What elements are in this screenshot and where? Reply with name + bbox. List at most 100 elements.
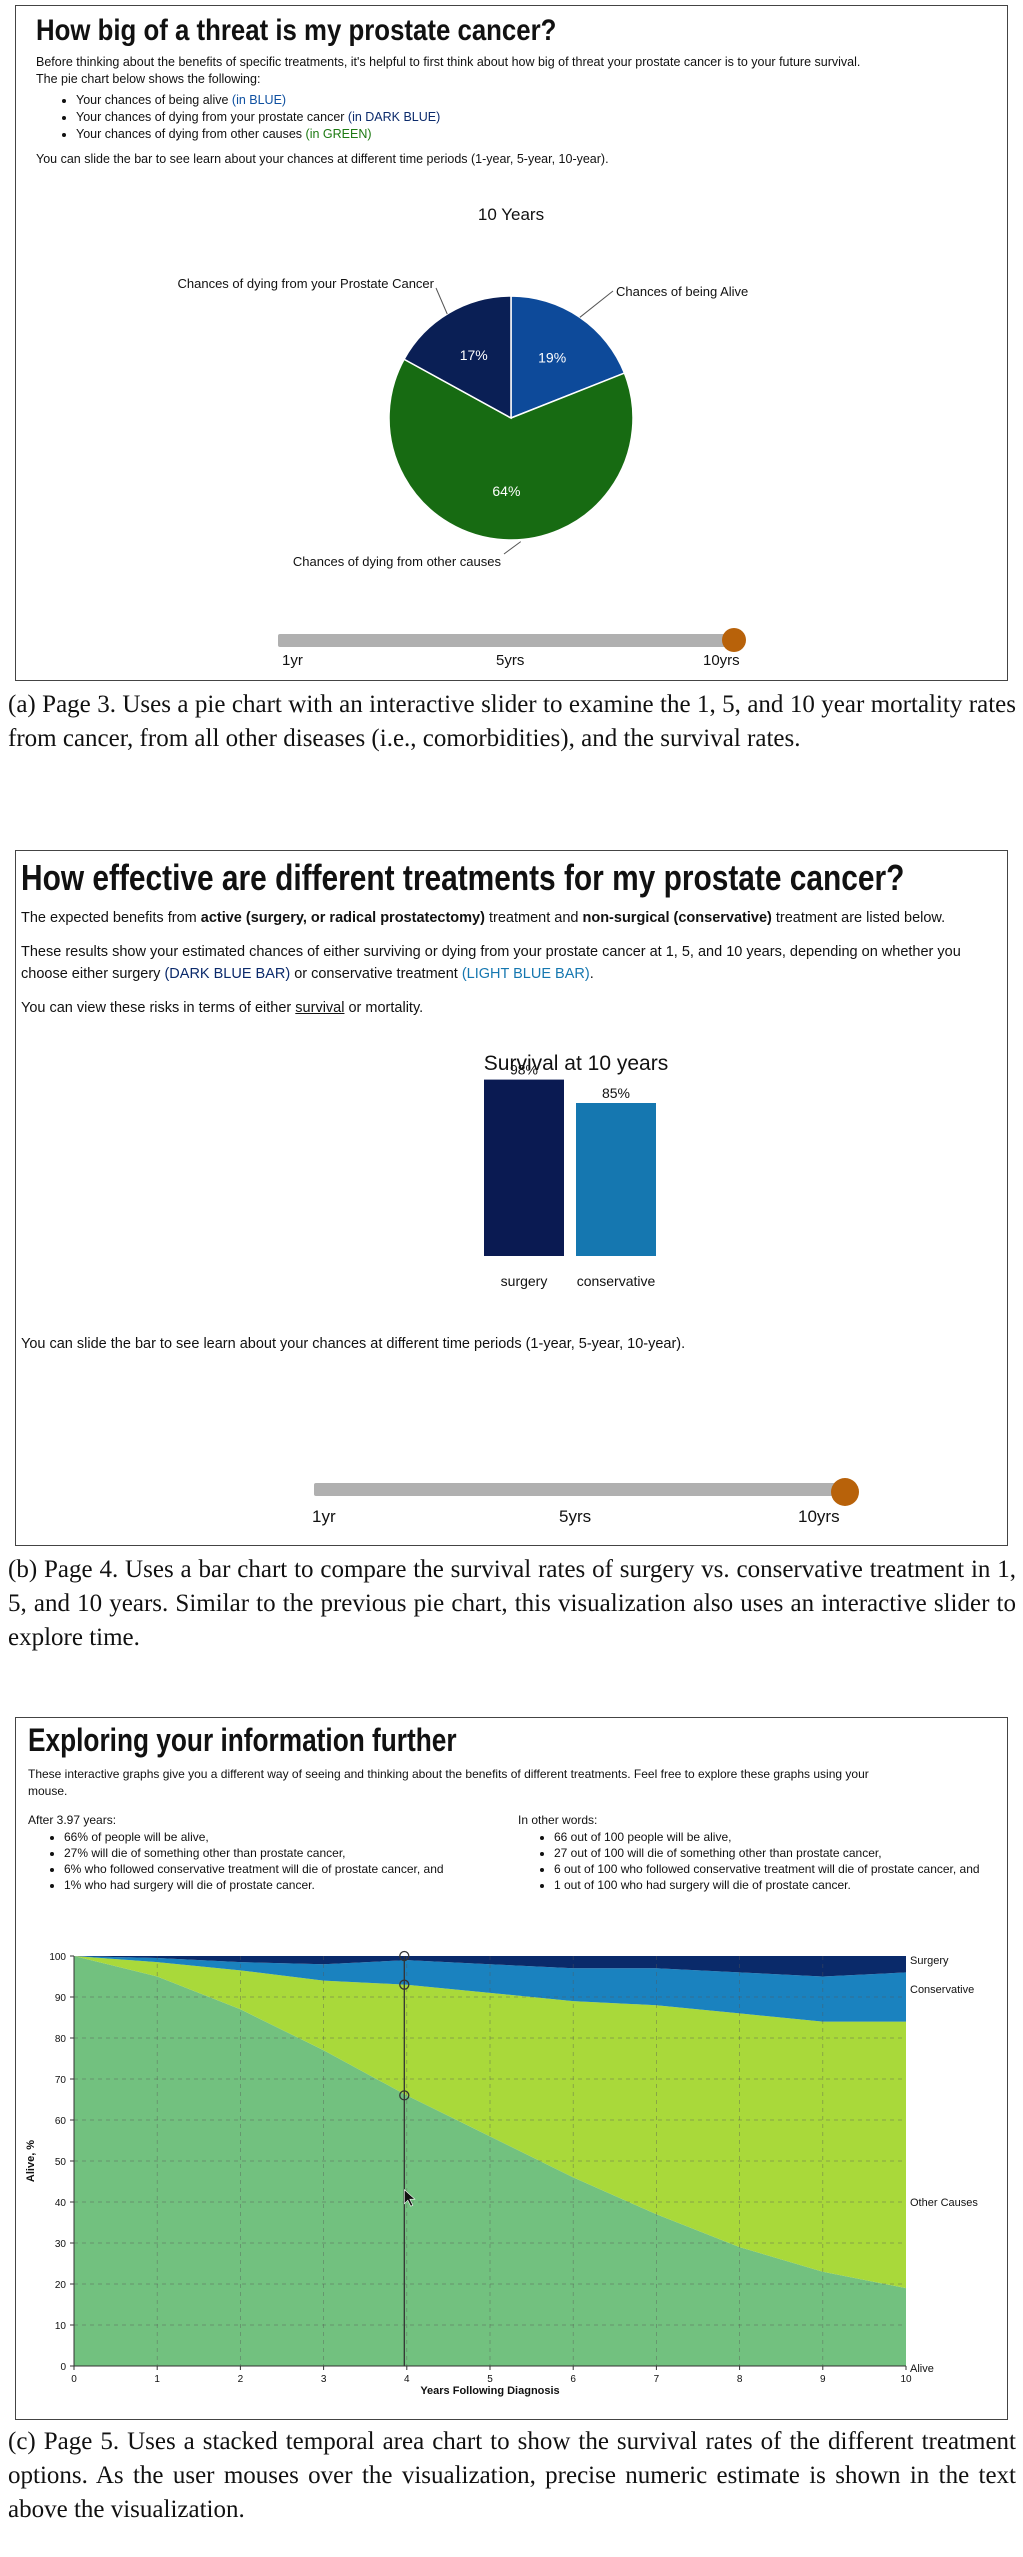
y-tick-label: 60 xyxy=(55,2116,67,2127)
y-tick-label: 50 xyxy=(55,2157,67,2168)
pie-chart: 10 Years 19% 64% 17% Chances of being Alive… xyxy=(177,205,748,569)
x-tick-label: 0 xyxy=(71,2374,77,2385)
page-title-a: How big of a threat is my prostate cance… xyxy=(36,14,557,47)
caption-a: (a) Page 3. Uses a pie chart with an int… xyxy=(8,691,1016,752)
series-label-surgery: Surgery xyxy=(910,1955,949,1967)
pie-slice-prostate-cancer-value: 17% xyxy=(460,347,488,363)
pie-label-alive: Chances of being Alive xyxy=(616,284,748,299)
y-tick-label: 100 xyxy=(49,1952,66,1963)
page-title-b: How effective are different treatments f… xyxy=(21,857,905,898)
hover-summary-left-list: 66% of people will be alive,27% will die… xyxy=(28,1829,518,1893)
legend-item-alive: Your chances of being alive (in BLUE) xyxy=(76,92,996,109)
x-tick-label: 7 xyxy=(654,2374,660,2385)
legend-list-a: Your chances of being alive (in BLUE) Yo… xyxy=(36,92,996,143)
hover-point xyxy=(399,1979,410,1990)
legend-item-cancer: Your chances of dying from your prostate… xyxy=(76,109,996,126)
slider-label-5yrs-a: 5yrs xyxy=(496,652,525,669)
pie-slice-other-causes-value: 64% xyxy=(492,483,520,499)
hover-summary-right: In other words: 66 out of 100 people wil… xyxy=(518,1812,1004,1893)
intro-b-p2: These results show your estimated chance… xyxy=(21,944,961,982)
pie-slice-prostate-cancer xyxy=(403,295,512,420)
y-axis-label: Alive, % xyxy=(25,2140,37,2182)
pie-slice-other-causes xyxy=(388,358,634,541)
page-title-c: Exploring your information further xyxy=(28,1722,457,1758)
intro-b: The expected benefits from active (surge… xyxy=(21,907,1001,1019)
x-axis-label: Years Following Diagnosis xyxy=(420,2385,559,2397)
x-tick-label: 4 xyxy=(404,2374,410,2385)
hover-right-item: 6 out of 100 who followed conservative t… xyxy=(554,1861,1004,1877)
hover-summary-right-list: 66 out of 100 people will be alive,27 ou… xyxy=(518,1829,1004,1893)
bar-conservative xyxy=(576,1103,656,1256)
series-label-alive: Alive xyxy=(910,2363,934,2375)
caption-c: (c) Page 5. Uses a stacked temporal area… xyxy=(8,2428,1016,2523)
hover-point xyxy=(399,1950,410,1962)
panel-a-screenshot: How big of a threat is my prostate cance… xyxy=(15,5,1008,681)
x-tick-label: 2 xyxy=(238,2374,244,2385)
slider-label-1yr-a: 1yr xyxy=(282,652,303,669)
series-label-other-causes: Other Causes xyxy=(910,2197,978,2209)
hover-right-item: 1 out of 100 who had surgery will die of… xyxy=(554,1877,1004,1893)
y-tick-label: 90 xyxy=(55,1993,67,2004)
time-slider-thumb-a[interactable] xyxy=(722,628,746,652)
slide-instruction-b: You can slide the bar to see learn about… xyxy=(21,1336,686,1352)
hover-left-item: 27% will die of something other than pro… xyxy=(64,1845,518,1861)
pie-slice-alive-value: 19% xyxy=(538,349,566,365)
time-slider-thumb-b[interactable] xyxy=(831,1478,859,1506)
bar-chart: Survival at 10 years 98% surgery 85% conser… xyxy=(484,1052,668,1289)
pie-title: 10 Years xyxy=(478,205,544,224)
hover-point xyxy=(399,2090,410,2101)
bar-value-surgery: 98% xyxy=(510,1062,538,1078)
slide-instruction-a: You can slide the bar to see learn about… xyxy=(36,152,609,166)
slider-label-1yr-b: 1yr xyxy=(312,1507,336,1526)
hover-summary-left: After 3.97 years: 66% of people will be … xyxy=(28,1812,518,1893)
caption-b: (b) Page 4. Uses a bar chart to compare … xyxy=(8,1556,1016,1651)
survival-link[interactable]: survival xyxy=(295,1000,345,1016)
mouse-cursor-icon xyxy=(404,2189,416,2207)
x-tick-label: 3 xyxy=(321,2374,327,2385)
pie-slice-alive xyxy=(510,295,626,420)
panel-c-screenshot: Exploring your information further These… xyxy=(15,1717,1008,2420)
panel-b-screenshot: How effective are different treatments f… xyxy=(15,850,1008,1546)
x-tick-label: 5 xyxy=(487,2374,493,2385)
y-tick-label: 10 xyxy=(55,2321,67,2332)
area-other-causes xyxy=(74,1956,906,2289)
pie-label-prostate-cancer: Chances of dying from your Prostate Canc… xyxy=(177,276,434,291)
hover-summary-left-head: After 3.97 years: xyxy=(28,1813,117,1827)
y-tick-label: 40 xyxy=(55,2198,67,2209)
intro-b-p1: The expected benefits from active (surge… xyxy=(21,910,946,926)
hover-summary-right-head: In other words: xyxy=(518,1813,598,1827)
hover-left-item: 1% who had surgery will die of prostate … xyxy=(64,1877,518,1893)
time-slider-track-b[interactable] xyxy=(314,1483,844,1496)
y-tick-label: 20 xyxy=(55,2280,67,2291)
slider-label-5yrs-b: 5yrs xyxy=(559,1507,592,1526)
intro-a-line2: The pie chart below shows the following: xyxy=(36,72,261,86)
x-tick-label: 10 xyxy=(900,2374,912,2385)
hover-left-item: 6% who followed conservative treatment w… xyxy=(64,1861,518,1877)
hover-right-item: 27 out of 100 will die of something othe… xyxy=(554,1845,1004,1861)
slider-label-10yrs-b: 10yrs xyxy=(798,1507,840,1526)
bar-category-conservative: conservative xyxy=(577,1273,656,1289)
x-tick-label: 6 xyxy=(570,2374,576,2385)
bar-chart-title: Survival at 10 years xyxy=(484,1052,668,1075)
series-label-conservative: Conservative xyxy=(910,1984,974,1996)
pie-label-other-causes: Chances of dying from other causes xyxy=(293,554,502,569)
bar-value-conservative: 85% xyxy=(602,1085,630,1101)
y-tick-label: 70 xyxy=(55,2075,67,2086)
time-slider-track-a[interactable] xyxy=(278,634,738,647)
slider-label-10yrs-a: 10yrs xyxy=(703,652,740,669)
x-tick-label: 8 xyxy=(737,2374,743,2385)
x-tick-label: 1 xyxy=(154,2374,160,2385)
stacked-area-chart[interactable]: 0 10 20 30 40 50 60 70 80 90 100 0 1 2 3 4 5 6 7 8 9 10 Years … xyxy=(16,1948,1006,2416)
intro-b-p3: You can view these risks in terms of eit… xyxy=(21,1000,424,1016)
intro-c: These interactive graphs give you a diff… xyxy=(28,1767,869,1798)
x-tick-label: 9 xyxy=(820,2374,826,2385)
y-tick-label: 0 xyxy=(60,2362,66,2373)
legend-item-other: Your chances of dying from other causes … xyxy=(76,126,996,143)
bar-category-surgery: surgery xyxy=(501,1273,548,1289)
hover-right-item: 66 out of 100 people will be alive, xyxy=(554,1829,1004,1845)
intro-a: Before thinking about the benefits of sp… xyxy=(36,54,996,168)
y-tick-label: 30 xyxy=(55,2239,67,2250)
y-tick-label: 80 xyxy=(55,2034,67,2045)
area-surgery xyxy=(74,1956,906,1977)
hover-left-item: 66% of people will be alive, xyxy=(64,1829,518,1845)
